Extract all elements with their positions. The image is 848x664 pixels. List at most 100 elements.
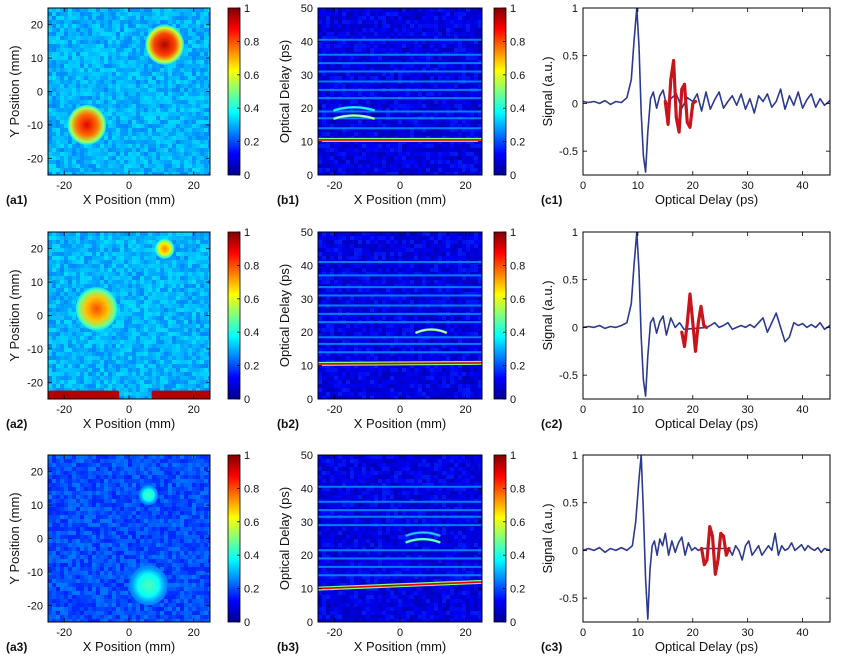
y-tick-label: -20	[27, 153, 43, 165]
y-tick-label: 20	[31, 467, 43, 479]
line-series-layer	[583, 232, 830, 397]
colorbar-tick-label: 1	[510, 227, 516, 239]
y-axis-label: Y Position (mm)	[7, 492, 22, 584]
colorbar-tick-label: 1	[244, 3, 250, 15]
edge-band	[151, 390, 210, 399]
panel-c3: 0 10 20 30 40 -0.5 0 0.5 1 Optical Delay (ps) Sign…	[540, 450, 831, 654]
y-tick-label: 1	[572, 3, 578, 15]
heatmap-texture	[48, 232, 210, 399]
y-tick-label: -0.5	[559, 593, 578, 605]
x-tick-label: 20	[188, 627, 200, 639]
heatmap-texture	[48, 455, 210, 622]
y-tick-label: 10	[301, 584, 313, 596]
y-tick-label: -20	[27, 600, 43, 612]
x-tick-label: -20	[56, 404, 72, 416]
x-tick-label: 40	[796, 180, 808, 192]
x-axis-label: X Position (mm)	[354, 416, 446, 431]
x-axis-label: X Position (mm)	[83, 192, 175, 207]
colorbar	[227, 231, 241, 400]
x-axis-label: X Position (mm)	[354, 192, 446, 207]
target-echo-trace	[663, 58, 698, 134]
y-tick-label: -10	[27, 120, 43, 132]
y-tick-label: 1	[572, 227, 578, 239]
y-tick-label: 30	[301, 294, 313, 306]
target-disk	[145, 24, 185, 65]
panel-label: (a2)	[6, 417, 27, 431]
colorbar	[493, 454, 507, 623]
colorbar-tick-label: 0.6	[244, 294, 259, 306]
colorbar	[493, 231, 507, 400]
x-tick-label: 20	[687, 627, 699, 639]
panel-a1: 0 0.2 0.4 0.6 0.8 1 -20 0 20 -20 -10 0 10 20 X Positio…	[6, 3, 259, 207]
y-tick-label: 0.5	[563, 51, 578, 63]
heatmap-b2	[318, 232, 482, 399]
y-tick-label: 0	[37, 87, 43, 99]
y-tick-label: -0.5	[559, 370, 578, 382]
y-tick-label: -20	[27, 377, 43, 389]
x-axis-label: Optical Delay (ps)	[655, 192, 758, 207]
y-tick-label: 1	[572, 450, 578, 462]
y-tick-label: 50	[301, 3, 313, 15]
target-echo-trace	[699, 524, 731, 576]
y-tick-label: 40	[301, 36, 313, 48]
colorbar-tick-label: 0.2	[244, 584, 259, 596]
x-tick-label: 10	[632, 627, 644, 639]
axes-box	[582, 454, 831, 623]
x-tick-label: 0	[580, 180, 586, 192]
colorbar-tick-label: 0.4	[510, 550, 525, 562]
x-tick-label: 20	[459, 180, 471, 192]
y-tick-label: 10	[31, 277, 43, 289]
x-tick-label: 20	[188, 404, 200, 416]
heatmap-b1	[318, 8, 482, 175]
y-tick-label: 0	[572, 545, 578, 557]
colorbar-tick-label: 0.2	[244, 361, 259, 373]
target-disk	[154, 238, 175, 259]
y-tick-label: 0.5	[563, 275, 578, 287]
signal-trace	[583, 232, 830, 397]
y-tick-label: 10	[31, 500, 43, 512]
y-tick-label: 0	[307, 617, 313, 629]
panel-label: (a1)	[6, 193, 27, 207]
colorbar	[227, 454, 241, 623]
line-series-layer	[583, 8, 830, 173]
axes-box	[582, 231, 831, 400]
target-echo-arc-core	[334, 115, 374, 119]
x-tick-label: 20	[687, 180, 699, 192]
x-tick-label: 0	[126, 627, 132, 639]
colorbar-tick-label: 1	[244, 227, 250, 239]
x-axis-label: X Position (mm)	[83, 639, 175, 654]
x-tick-label: 40	[796, 627, 808, 639]
x-tick-label: 0	[126, 180, 132, 192]
x-tick-label: 20	[459, 404, 471, 416]
x-tick-label: 40	[796, 404, 808, 416]
y-tick-label: 0	[37, 534, 43, 546]
colorbar-tick-label: 0.4	[244, 550, 259, 562]
target-disk	[138, 485, 159, 506]
x-tick-label: 30	[742, 180, 754, 192]
target-echo-arc-core	[406, 538, 440, 543]
axes-box	[582, 7, 831, 176]
panel-label: (c2)	[541, 417, 562, 431]
y-tick-label: 40	[301, 260, 313, 272]
y-tick-label: 10	[301, 361, 313, 373]
x-tick-label: 30	[742, 627, 754, 639]
target-echo-arc	[405, 537, 441, 544]
y-tick-label: 0	[307, 394, 313, 406]
y-tick-label: 40	[301, 483, 313, 495]
colorbar-tick-label: 0.4	[510, 103, 525, 115]
colorbar-tick-label: 0	[510, 170, 516, 182]
y-axis-label: Signal (a.u.)	[540, 56, 555, 126]
x-tick-label: -20	[56, 627, 72, 639]
colorbar-tick-label: 0	[244, 617, 250, 629]
y-tick-label: 0	[572, 322, 578, 334]
x-tick-label: 0	[397, 404, 403, 416]
y-tick-label: 0	[37, 311, 43, 323]
signal-trace	[583, 455, 830, 620]
panel-b1: 0 0.2 0.4 0.6 0.8 1 -20 0 20 0 10 20 30 40 50 X Positio…	[277, 3, 525, 207]
y-tick-label: 0.5	[563, 498, 578, 510]
target-echo-trace	[680, 292, 709, 353]
heatmap-a3	[48, 455, 210, 622]
y-axis-label: Y Position (mm)	[7, 45, 22, 137]
y-tick-label: 20	[31, 20, 43, 32]
